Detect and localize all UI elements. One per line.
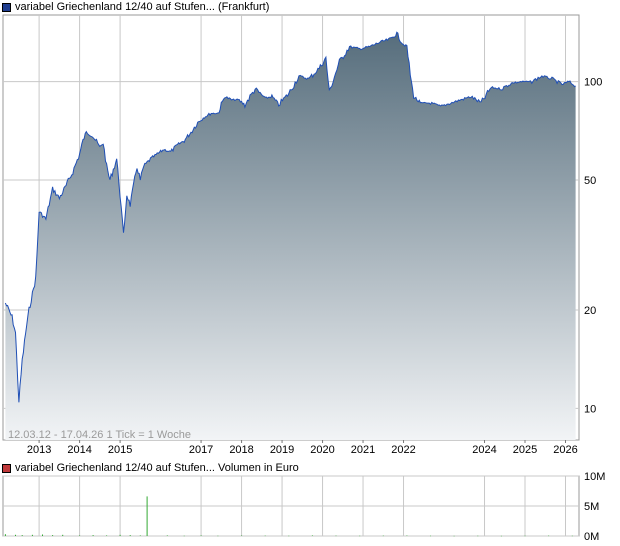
price-y-tick-label: 10 [584,403,596,415]
volume-legend: variabel Griechenland 12/40 auf Stufen..… [2,461,299,475]
price-y-axis: 10 20 50 100 [584,77,602,416]
price-x-tick-label: 2021 [351,444,375,456]
volume-legend-swatch [2,463,11,473]
volume-bar [183,535,185,537]
volume-bar [571,535,573,537]
price-y-tick-label: 20 [584,305,596,317]
chart-info-text: 12.03.12 - 17.04.26 1 Tick = 1 Woche [8,429,191,441]
volume-bar [335,535,337,537]
volume-bar [524,535,526,537]
price-x-tick-label: 2014 [67,444,91,456]
volume-bar [79,535,81,536]
price-x-tick-label: 2022 [391,444,415,456]
price-x-tick-label: 2026 [553,444,577,456]
volume-bars [4,496,573,537]
volume-y-tick-label: 10M [584,471,605,483]
price-line [4,31,576,403]
price-x-tick-label: 2025 [513,444,537,456]
volume-bar [430,535,431,537]
volume-chart: 0M 5M 10M [2,471,605,543]
volume-bar [119,534,121,536]
volume-bar [359,535,361,537]
price-y-tick-label: 50 [584,175,596,187]
volume-bar [139,535,141,536]
volume-bar [106,535,108,536]
volume-bar [548,535,550,537]
volume-grid [3,475,579,537]
price-x-tick-label: 2019 [270,444,294,456]
volume-bar [15,534,16,536]
volume-y-tick-label: 0M [584,531,599,543]
volume-bar [21,535,23,536]
volume-bar [4,534,6,536]
price-x-tick-label: 2013 [27,444,51,456]
price-x-axis: 2013 2014 2015 2017 2018 2019 2020 2021 2022 2024… [27,440,578,456]
volume-bar [453,535,455,537]
price-legend: variabel Griechenland 12/40 auf Stufen..… [2,0,269,14]
price-area-fill [5,32,576,440]
price-legend-swatch [2,2,11,12]
volume-legend-label: variabel Griechenland 12/40 auf Stufen..… [15,462,299,474]
volume-bar [52,535,54,536]
price-x-tick-label: 2024 [472,444,496,456]
price-x-tick-label: 2020 [310,444,334,456]
volume-bar [42,534,43,536]
volume-y-axis: 0M 5M 10M [584,471,605,543]
volume-bar [288,535,290,537]
volume-bar [311,535,313,536]
price-x-tick-label: 2017 [189,444,213,456]
volume-bar [217,535,219,537]
volume-bar [477,535,479,537]
volume-bar [166,535,168,536]
volume-bar [62,534,64,536]
volume-bar [146,496,148,536]
volume-bar [382,535,384,537]
volume-bar [406,535,408,536]
volume-bar [500,535,502,537]
price-legend-label: variabel Griechenland 12/40 auf Stufen..… [15,1,270,13]
price-x-tick-label: 2015 [108,444,132,456]
volume-bar [264,535,266,537]
price-y-tick-label: 100 [584,77,602,89]
price-x-tick-label: 2018 [229,444,253,456]
volume-y-tick-label: 5M [584,501,599,513]
volume-bar [129,535,131,536]
volume-bar [200,535,202,536]
volume-bar [31,534,33,536]
volume-bar [92,535,94,536]
volume-bar [241,535,243,536]
